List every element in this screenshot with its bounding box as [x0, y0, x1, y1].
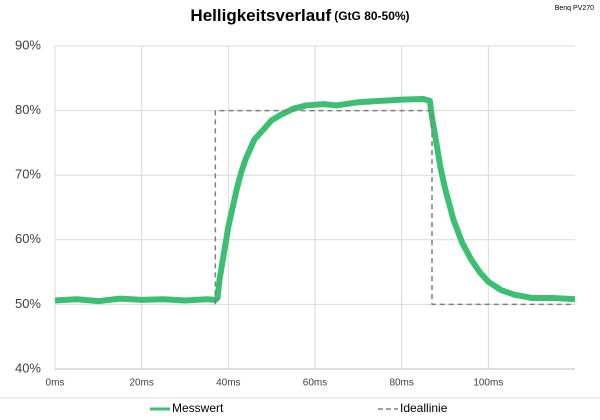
legend-label: Ideallinie: [400, 401, 448, 415]
series-line: [214, 109, 575, 306]
y-tick-label: 80%: [15, 102, 41, 117]
x-tick-label: 40ms: [216, 378, 240, 389]
series-line: [54, 95, 576, 305]
x-tick-label: 60ms: [303, 378, 327, 389]
title: Helligkeitsverlauf: [190, 6, 331, 25]
y-tick-label: 40%: [15, 360, 41, 375]
legend-label: Messwert: [172, 401, 224, 415]
x-tick-label: 20ms: [129, 378, 153, 389]
x-tick-label: 100ms: [473, 378, 503, 389]
y-tick-label: 90%: [15, 37, 41, 52]
y-tick-label: 60%: [15, 231, 41, 246]
chart-title: Helligkeitsverlauf (GtG 80-50%): [190, 6, 409, 25]
annotation: Benq PV270: [555, 5, 594, 12]
x-tick-label: 80ms: [389, 378, 413, 389]
y-tick-label: 50%: [15, 296, 41, 311]
subtitle: (GtG 80-50%): [334, 9, 409, 23]
x-tick-label: 0ms: [46, 378, 65, 389]
y-tick-label: 70%: [15, 167, 41, 182]
